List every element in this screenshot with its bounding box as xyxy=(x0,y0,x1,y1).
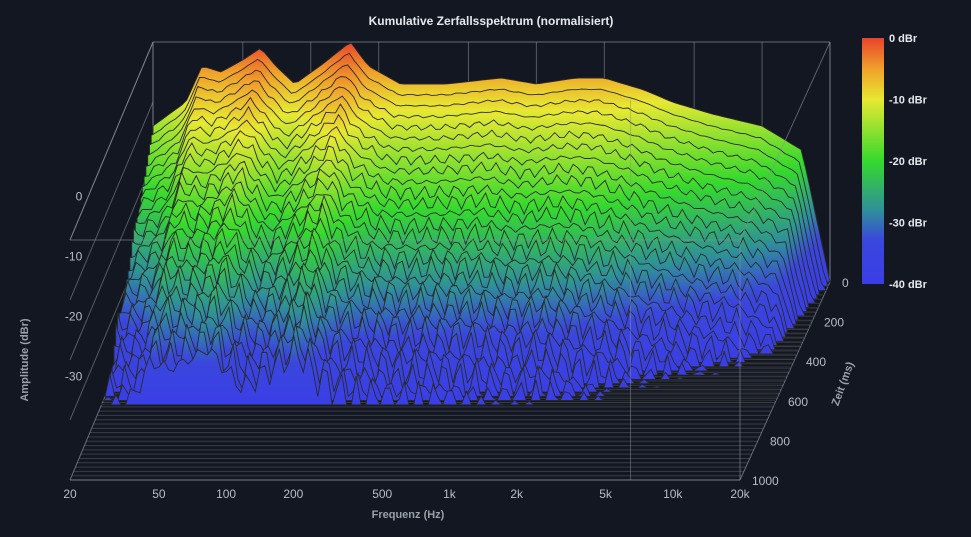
z-tick-label: 0 xyxy=(842,276,849,290)
y-tick-label: -20 xyxy=(65,309,83,323)
x-tick-label: 1k xyxy=(443,487,457,501)
x-tick-label: 100 xyxy=(216,487,236,501)
colorbar-tick-label: -40 dBr xyxy=(889,279,928,291)
y-axis-label: Amplitude (dBr) xyxy=(19,318,31,401)
x-tick-label: 500 xyxy=(372,487,392,501)
z-tick-label: 800 xyxy=(770,434,790,448)
x-tick-label: 2k xyxy=(510,487,524,501)
x-tick-label: 5k xyxy=(599,487,613,501)
x-tick-label: 10k xyxy=(663,487,683,501)
y-tick-label: 0 xyxy=(76,189,83,203)
colorbar-tick-label: -30 dBr xyxy=(889,218,928,230)
y-tick-label: -30 xyxy=(65,369,83,383)
floor-right-edge xyxy=(739,281,831,481)
x-tick-label: 20 xyxy=(63,487,77,501)
x-axis-label: Frequenz (Hz) xyxy=(372,509,445,521)
surface-slices xyxy=(101,42,831,406)
colorbar-tick-label: 0 dBr xyxy=(889,33,918,45)
right-top-edge xyxy=(739,41,831,241)
left-wall-top xyxy=(69,41,154,241)
colorbar-gradient xyxy=(862,38,884,284)
axis-labels: 20 50 100 200 500 1k 2k 5k 10k 20k 0 -10 -20 -30 0 200 4… xyxy=(63,189,849,501)
x-tick-label: 200 xyxy=(283,487,303,501)
x-tick-label: 20k xyxy=(730,487,750,501)
colorbar: 0 dBr -10 dBr -20 dBr -30 dBr -40 dBr xyxy=(862,33,928,291)
colorbar-tick-label: -10 dBr xyxy=(889,95,928,107)
left-wall-gridline xyxy=(69,161,154,361)
z-tick-label: 1000 xyxy=(752,474,779,488)
left-wall-gridline xyxy=(69,101,154,301)
colorbar-tick-label: -20 dBr xyxy=(889,156,928,168)
decay-slice xyxy=(101,335,775,406)
axis-front-lines xyxy=(70,41,831,481)
z-tick-label: 400 xyxy=(806,355,826,369)
z-tick-label: 200 xyxy=(824,316,844,330)
x-tick-label: 50 xyxy=(152,487,166,501)
z-axis-label: Zeit (ms) xyxy=(830,360,857,407)
chart-title: Kumulative Zerfallsspektrum (normalisier… xyxy=(369,14,614,28)
z-tick-label: 600 xyxy=(788,395,808,409)
y-tick-label: -10 xyxy=(65,249,83,263)
